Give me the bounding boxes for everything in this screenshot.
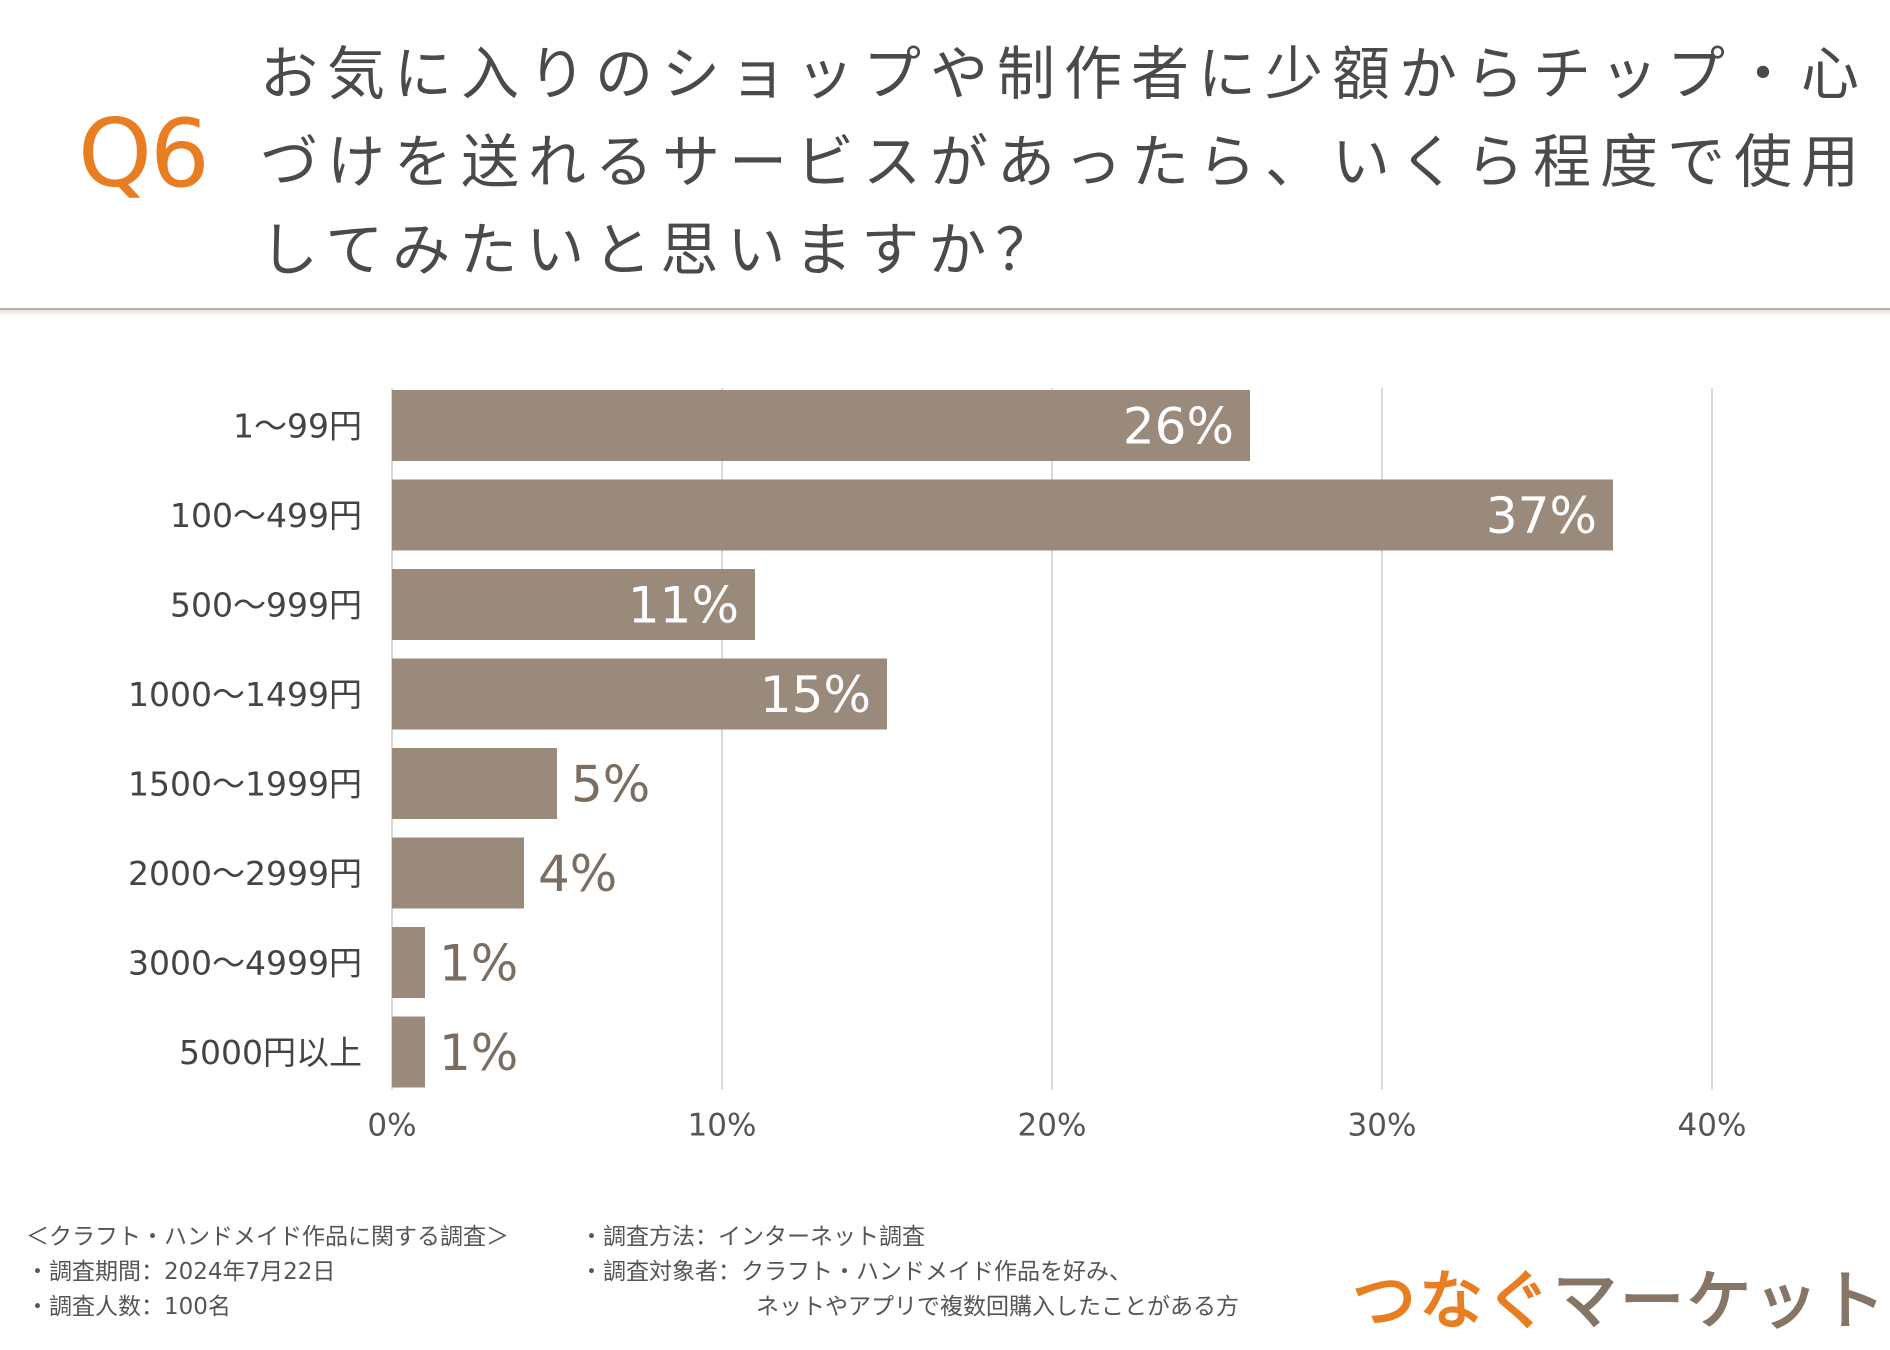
survey-count: ・調査人数：100名	[26, 1294, 231, 1320]
x-tick-label: 30%	[1348, 1108, 1417, 1144]
logo-text-market: マーケット	[1553, 1265, 1888, 1339]
bar	[392, 927, 425, 998]
data-label: 1%	[439, 935, 518, 993]
category-label: 3000～4999円	[128, 944, 362, 983]
question-line: づけを送れるサービスがあったら、いくら程度で使用	[260, 128, 1869, 196]
survey-notes-right: ・調査方法：インターネット調査 ・調査対象者：クラフト・ハンドメイド作品を好み、…	[580, 1220, 1239, 1325]
data-label: 1%	[439, 1024, 518, 1082]
question-number: Q6	[78, 100, 210, 209]
x-tick-label: 0%	[367, 1108, 416, 1144]
header-divider	[0, 310, 1890, 316]
survey-target: ・調査対象者：クラフト・ハンドメイド作品を好み、	[580, 1259, 1132, 1285]
question-line: お気に入りのショップや制作者に少額からチップ・心	[260, 40, 1869, 108]
question-line: してみたいと思いますか？	[260, 216, 1063, 284]
bar	[392, 658, 887, 730]
data-label: 15%	[760, 666, 871, 724]
x-tick-label: 10%	[688, 1108, 757, 1144]
survey-method: ・調査方法：インターネット調査	[580, 1224, 925, 1250]
bar	[392, 390, 1250, 461]
x-tick-label: 20%	[1018, 1108, 1087, 1144]
x-tick-label: 40%	[1678, 1108, 1747, 1144]
bar	[392, 837, 524, 909]
data-label: 5%	[571, 756, 650, 814]
footer: ＜クラフト・ハンドメイド作品に関する調査＞ ・調査期間：2024年7月22日 ・…	[0, 1220, 1890, 1350]
category-label: 100～499円	[170, 496, 362, 535]
data-label: 11%	[628, 577, 739, 635]
survey-period: ・調査期間：2024年7月22日	[26, 1259, 336, 1285]
data-label: 26%	[1123, 398, 1234, 456]
logo-text-tsunagu: つなぐ	[1352, 1265, 1553, 1339]
survey-notes-left: ＜クラフト・ハンドメイド作品に関する調査＞ ・調査期間：2024年7月22日 ・…	[26, 1220, 509, 1325]
survey-target-continued: ネットやアプリで複数回購入したことがある方	[756, 1294, 1239, 1320]
data-label: 37%	[1486, 487, 1597, 545]
category-label: 5000円以上	[179, 1033, 362, 1072]
category-label: 1500～1999円	[128, 765, 362, 804]
bar	[392, 479, 1613, 551]
bar	[392, 569, 755, 640]
category-label: 1000～1499円	[128, 675, 362, 714]
data-label: 4%	[538, 845, 617, 903]
question-header: Q6 お気に入りのショップや制作者に少額からチップ・心 づけを送れるサービスがあ…	[0, 0, 1890, 310]
bar-chart: 0% 10% 20% 30% 40% 1～99円 26% 100～499円 37% 500～999…	[0, 330, 1890, 1180]
question-text: お気に入りのショップや制作者に少額からチップ・心 づけを送れるサービスがあったら…	[260, 30, 1869, 294]
bar	[392, 748, 557, 819]
bar	[392, 1016, 425, 1088]
category-label: 2000～2999円	[128, 854, 362, 893]
brand-logo: つなぐマーケット	[1352, 1250, 1888, 1342]
category-label: 500～999円	[170, 586, 362, 625]
bar-chart-svg: 0% 10% 20% 30% 40% 1～99円 26% 100～499円 37% 500～999…	[128, 388, 1747, 1144]
survey-title: ＜クラフト・ハンドメイド作品に関する調査＞	[26, 1224, 509, 1250]
category-label: 1～99円	[233, 407, 362, 446]
